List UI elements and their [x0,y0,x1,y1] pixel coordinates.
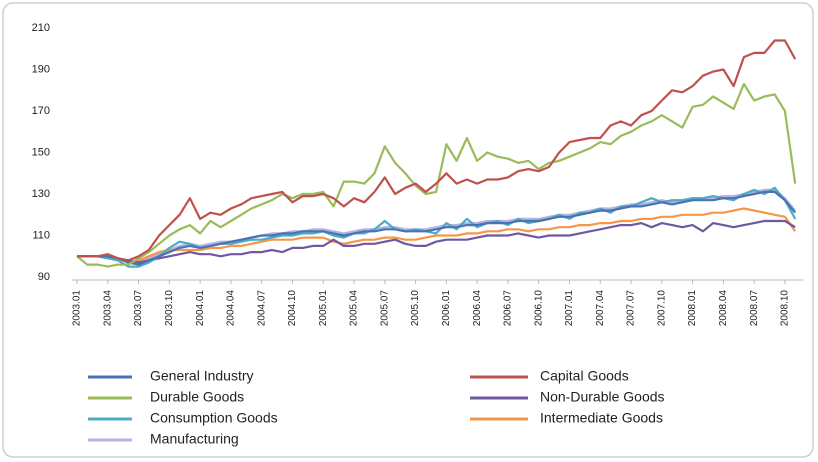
y-tick-label: 170 [32,105,50,117]
series-line [76,82,797,268]
series-line [77,190,797,266]
x-tick-label: 2005.01 [318,290,329,327]
legend-label: Manufacturing [150,431,239,447]
x-tick-label: 2005.04 [349,290,360,327]
x-tick-label: 2003.04 [102,290,113,327]
y-tick-label: 210 [32,22,50,34]
y-tick-label: 110 [32,229,50,241]
legend-label: Consumption Goods [150,410,278,426]
series-line [77,188,797,264]
legend-label: Capital Goods [540,368,629,384]
y-tick-label: 90 [38,271,50,283]
x-tick-label: 2005.07 [379,290,390,327]
series-line [77,219,796,264]
x-tick-label: 2004.01 [195,290,206,327]
x-tick-label: 2004.04 [226,290,237,327]
legend-label: Non-Durable Goods [540,389,665,405]
y-tick-label: 190 [32,63,50,75]
y-tick-label: 130 [32,188,50,200]
x-tick-label: 2008.07 [749,290,760,327]
legend-label: Intermediate Goods [540,410,663,426]
x-tick-label: 2006.01 [441,290,452,327]
x-tick-label: 2005.10 [410,290,421,327]
x-tick-label: 2006.10 [533,290,544,327]
series-line [77,39,797,262]
x-tick-label: 2004.10 [287,290,298,327]
x-tick-label: 2008.10 [780,290,791,327]
x-tick-label: 2003.01 [72,290,83,327]
x-tick-label: 2007.10 [656,290,667,327]
legend-label: Durable Goods [150,389,244,405]
x-tick-label: 2003.10 [164,290,175,327]
y-tick-label: 150 [32,146,50,158]
x-tick-label: 2007.01 [564,290,575,327]
x-tick-label: 2007.04 [595,290,606,327]
x-tick-label: 2004.07 [256,290,267,327]
x-tick-label: 2008.01 [687,290,698,327]
x-tick-label: 2003.07 [133,290,144,327]
x-tick-label: 2006.07 [503,290,514,327]
x-tick-label: 2006.04 [472,290,483,327]
legend-label: General Industry [150,368,254,384]
series-line [77,207,797,264]
x-tick-label: 2008.04 [718,290,729,327]
x-tick-label: 2007.07 [626,290,637,327]
